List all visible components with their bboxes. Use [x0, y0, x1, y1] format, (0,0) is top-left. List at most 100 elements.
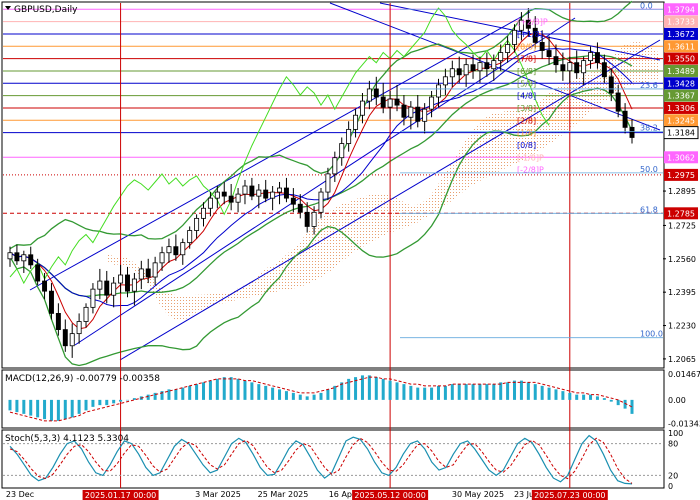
- price-level-tag: [664, 15, 698, 28]
- macd-bar: [354, 377, 358, 400]
- candle-body: [449, 68, 455, 78]
- macd-bar: [409, 385, 413, 400]
- price-tick-label: 1.2560: [668, 255, 696, 264]
- price-level-value: 1.2975: [667, 171, 695, 180]
- fib-label: 38.2: [640, 123, 658, 132]
- candle-body: [221, 191, 227, 197]
- macd-tick-label: 0.00: [668, 396, 686, 405]
- macd-bar: [174, 389, 178, 400]
- candle-body: [187, 230, 193, 244]
- candle-body: [608, 76, 614, 94]
- candle-body: [436, 84, 441, 98]
- candle: [118, 264, 124, 294]
- macd-panel-frame: [1, 369, 665, 429]
- macd-bar: [630, 399, 634, 414]
- candle: [90, 283, 96, 314]
- candle: [387, 90, 393, 120]
- candle-body: [277, 187, 283, 193]
- channel-line: [29, 11, 531, 291]
- candle: [429, 90, 435, 118]
- macd-bar: [402, 384, 406, 400]
- macd-indicator: 0.01467 0.00 -0.01343: [8, 370, 700, 428]
- macd-bar: [70, 399, 74, 418]
- candle-body: [76, 321, 82, 335]
- macd-signal-line: [9, 376, 633, 422]
- fibonacci-labels: 0.0 23.6 38.2 50.0 61.8 100.0: [400, 1, 663, 339]
- candle-body: [339, 143, 345, 159]
- candle-body: [463, 64, 469, 76]
- stoch-panel-frame: [1, 429, 665, 489]
- price-tick-label: 1.2395: [668, 288, 696, 297]
- macd-bar: [616, 399, 620, 406]
- macd-bar: [436, 385, 440, 400]
- candle: [249, 177, 255, 201]
- candle: [422, 103, 428, 134]
- candle: [42, 272, 48, 300]
- murrey-label: [0/8]: [517, 141, 536, 150]
- price-level-tag: [664, 101, 698, 114]
- macd-bar: [367, 375, 371, 400]
- macd-bar: [105, 399, 109, 406]
- candle: [373, 76, 379, 106]
- macd-bar: [56, 399, 60, 421]
- candle-body: [138, 268, 144, 280]
- murrey-label: [-1/8]P: [517, 153, 544, 162]
- candle-body: [214, 191, 220, 199]
- candle-body: [401, 104, 407, 118]
- date-marker-tag: [82, 490, 159, 500]
- candle: [263, 179, 269, 203]
- price-level-labels: 1.3794 1.3733 1.3672 1.3611 1.3550 1.3489 1.34…: [663, 3, 699, 220]
- macd-bar: [533, 384, 537, 400]
- candle-body: [532, 27, 538, 43]
- candle: [477, 56, 483, 83]
- macd-bar: [49, 399, 53, 421]
- macd-bar: [478, 384, 482, 400]
- candle: [214, 186, 220, 209]
- candle-body: [55, 313, 61, 330]
- macd-bar: [208, 380, 212, 400]
- candlestick-series: [7, 8, 635, 358]
- murrey-label: [-2/8]P: [517, 166, 544, 175]
- time-tick-label: 30 May 2025: [452, 490, 504, 499]
- date-marker-label: 2025.01.17 00:00: [85, 491, 156, 500]
- candle-body: [235, 193, 241, 203]
- candle: [187, 226, 193, 249]
- macd-bar: [243, 380, 247, 400]
- macd-bar: [22, 399, 26, 414]
- candle: [256, 183, 262, 209]
- candle: [353, 109, 359, 138]
- price-level-value: 1.3306: [667, 104, 695, 113]
- candle: [463, 58, 469, 87]
- stoch-title: Stoch(5,3,3) 4.1123 5.3304: [5, 434, 129, 444]
- macd-bar: [381, 378, 385, 400]
- candle: [201, 202, 206, 227]
- macd-bar: [333, 385, 337, 400]
- candle: [173, 234, 179, 261]
- candle-body: [574, 62, 580, 74]
- candle-body: [118, 274, 124, 284]
- macd-bar: [340, 382, 344, 400]
- candle-body: [546, 50, 552, 57]
- macd-bar: [312, 394, 316, 400]
- macd-bar: [423, 387, 427, 400]
- candle: [560, 52, 566, 81]
- macd-bar: [125, 399, 129, 401]
- candle: [491, 54, 497, 81]
- fib-label: 61.8: [640, 205, 658, 214]
- symbol-dropdown-icon[interactable]: [5, 6, 11, 10]
- candle: [138, 260, 144, 290]
- macd-bar: [464, 384, 468, 400]
- candle-body: [470, 64, 476, 72]
- price-level-tag: [664, 64, 698, 77]
- price-level-value: 1.3489: [667, 67, 695, 76]
- candle-body: [83, 306, 89, 322]
- candle-body: [525, 19, 531, 29]
- candle-body: [491, 60, 497, 70]
- macd-title: MACD(12,26,9) -0.00779 -0.00358: [5, 374, 160, 384]
- candle: [546, 36, 552, 65]
- candle: [553, 44, 559, 73]
- candle: [104, 270, 110, 304]
- candle: [35, 258, 41, 286]
- price-level-tag: [664, 168, 698, 181]
- candle: [408, 101, 414, 130]
